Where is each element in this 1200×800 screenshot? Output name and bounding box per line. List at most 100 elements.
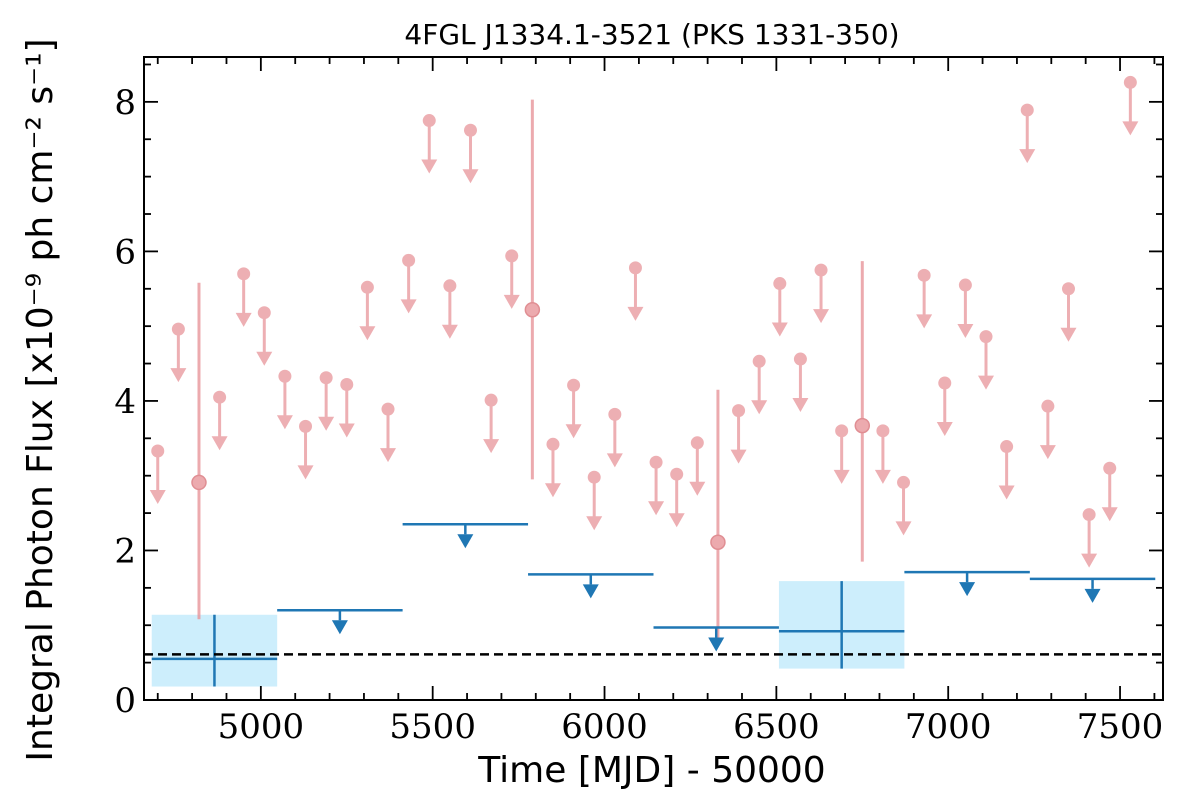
x-axis: 5000 5500 6000 6500 7000 7500 (156, 57, 1164, 747)
x-tick-label: 6500 (733, 707, 820, 747)
upper-limit-marker (979, 330, 993, 344)
long-bin-detection (151, 614, 278, 687)
short-bin-upper-limit (586, 470, 603, 531)
upper-limit-marker (1061, 282, 1075, 296)
short-bin-upper-limit (916, 268, 933, 329)
long-bin-upper-limit (277, 609, 403, 635)
upper-limit-arrow (1019, 149, 1036, 164)
short-bin-upper-limit (606, 407, 623, 468)
upper-limit-marker (793, 352, 807, 366)
short-bin-detection (854, 261, 871, 562)
long-bin-limit-arrow (959, 582, 976, 597)
upper-limit-arrow (730, 449, 747, 464)
upper-limit-arrow (895, 521, 912, 536)
upper-limit-arrow (276, 415, 293, 430)
short-bin-upper-limit (978, 330, 995, 390)
upper-limit-marker (171, 322, 185, 336)
short-bin-upper-limit (936, 376, 953, 436)
upper-limit-marker (690, 436, 704, 450)
upper-limit-marker (1123, 75, 1137, 89)
upper-limit-arrow (792, 398, 809, 413)
short-bin-upper-limit (1122, 75, 1139, 136)
short-bin-upper-limit (648, 455, 665, 516)
upper-limit-marker (649, 455, 663, 469)
short-bin-upper-limit (957, 278, 974, 339)
short-bin-upper-limit (503, 249, 520, 309)
upper-limit-arrow (916, 314, 933, 329)
upper-limit-arrow (400, 299, 417, 314)
short-bin-upper-limit (874, 424, 891, 484)
upper-limit-marker (752, 354, 766, 368)
x-tick-label: 6000 (561, 707, 648, 747)
upper-limit-marker (608, 407, 622, 421)
upper-limit-arrow (503, 294, 520, 309)
upper-limit-arrow (544, 483, 561, 498)
x-tick-label: 5500 (389, 707, 476, 747)
upper-limit-arrow (874, 469, 891, 484)
upper-limit-arrow (462, 169, 479, 184)
x-tick-label: 7500 (1077, 707, 1164, 747)
upper-limit-marker (299, 419, 313, 433)
short-bin-upper-limit (1019, 103, 1036, 164)
short-bin-detection (524, 99, 541, 480)
upper-limit-arrow (170, 368, 187, 383)
short-bin-upper-limit (318, 371, 335, 431)
upper-limit-marker (443, 279, 457, 293)
detection-marker (854, 417, 871, 434)
chart-title: 4FGL J1334.1-3521 (PKS 1331-350) (404, 18, 899, 51)
long-bin-detection (778, 581, 905, 669)
upper-limit-arrow (998, 485, 1015, 500)
upper-limit-marker (402, 253, 416, 267)
upper-limit-marker (484, 393, 498, 407)
short-bin-upper-limit (149, 444, 166, 505)
long-bin-limit-arrow (457, 534, 474, 549)
short-bin-upper-limit (338, 377, 355, 438)
y-tick-label: 8 (114, 83, 136, 123)
long-bin-upper-limit (1029, 577, 1156, 603)
short-bin-upper-limit (792, 352, 809, 413)
y-tick-label: 2 (114, 531, 136, 571)
upper-limit-marker (587, 470, 601, 484)
upper-limit-marker (732, 404, 746, 418)
upper-limit-arrow (751, 400, 768, 415)
upper-limit-marker (1020, 103, 1034, 117)
upper-limit-marker (319, 371, 333, 385)
short-bin-upper-limit (751, 354, 768, 415)
upper-limit-marker (958, 278, 972, 292)
detection-marker (524, 301, 541, 318)
upper-limit-marker (381, 402, 395, 416)
short-bin-upper-limit (297, 419, 314, 480)
upper-limit-marker (1000, 440, 1014, 454)
upper-limit-marker (897, 475, 911, 489)
upper-limit-marker (1041, 399, 1055, 413)
upper-limit-marker (340, 377, 354, 391)
short-bin-upper-limit (421, 114, 438, 174)
upper-limit-arrow (441, 324, 458, 339)
short-bin-detection (710, 389, 726, 641)
short-bin-upper-limit (380, 402, 397, 463)
upper-limit-arrow (1060, 327, 1077, 342)
x-tick-label: 5000 (218, 707, 305, 747)
upper-limit-marker (422, 114, 436, 128)
upper-limit-marker (876, 424, 890, 438)
long-bin-upper-limits (277, 523, 1156, 652)
upper-limit-marker (670, 467, 684, 481)
upper-limit-marker (546, 437, 560, 451)
upper-limit-marker (257, 306, 271, 320)
upper-limit-marker (213, 390, 227, 404)
long-bin-limit-arrow (1084, 588, 1101, 603)
short-bin-upper-limit (441, 279, 458, 339)
short-bin-upper-limit (668, 467, 685, 528)
short-bin-upper-limit (689, 436, 706, 496)
upper-limit-marker (938, 376, 952, 390)
upper-limit-arrow (149, 490, 166, 505)
short-bin-upper-limits (149, 75, 1139, 568)
short-bin-detections (191, 99, 871, 641)
short-bin-upper-limit (813, 263, 830, 324)
upper-limit-arrow (1081, 553, 1098, 568)
short-bin-upper-limit (565, 378, 582, 439)
short-bin-upper-limit (400, 253, 417, 314)
upper-limit-arrow (1101, 507, 1118, 522)
upper-limit-arrow (689, 481, 706, 496)
